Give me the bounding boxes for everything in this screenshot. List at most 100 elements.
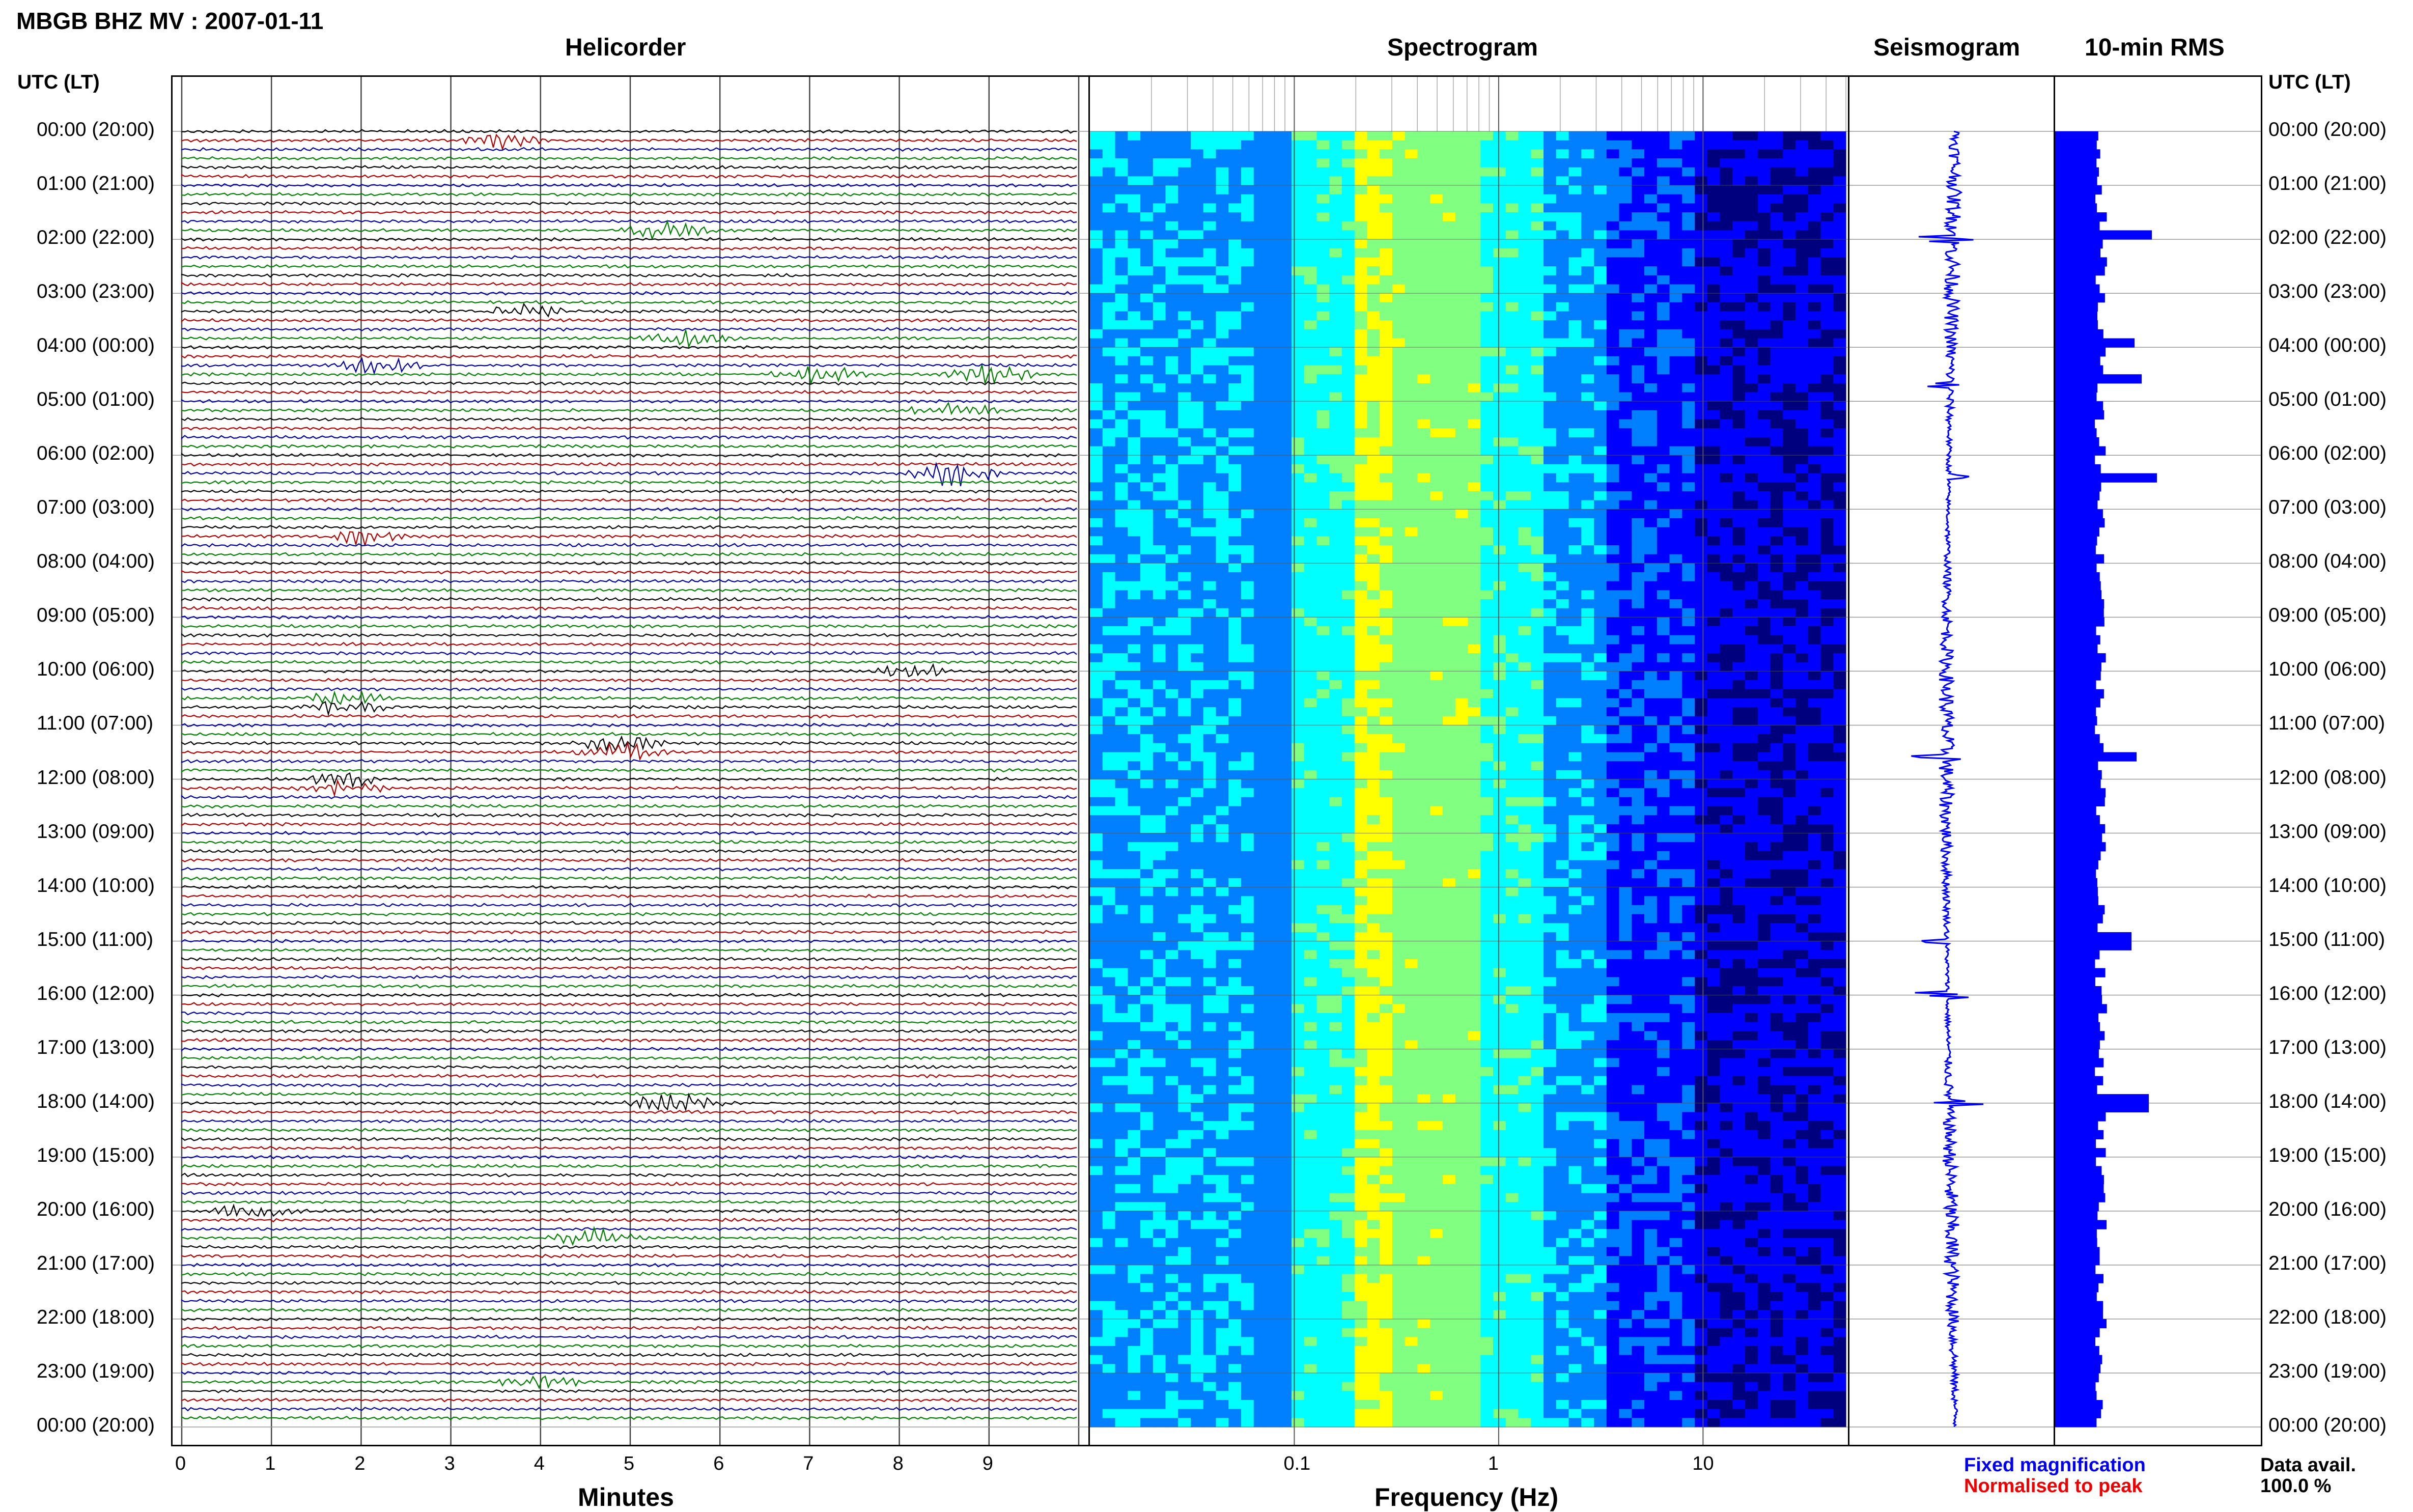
spectrogram-cell	[1480, 356, 1493, 366]
spectrogram-cell	[1279, 1400, 1292, 1409]
spectrogram-cell	[1480, 842, 1493, 851]
spectrogram-cell	[1090, 851, 1103, 860]
spectrogram-cell	[1178, 383, 1191, 393]
spectrogram-cell	[1115, 671, 1128, 680]
spectrogram-cell	[1392, 1382, 1405, 1391]
spectrogram-cell	[1392, 896, 1405, 905]
spectrogram-cell	[1342, 752, 1355, 762]
spectrogram-cell	[1166, 644, 1179, 653]
spectrogram-cell	[1115, 1112, 1128, 1121]
spectrogram-cell	[1329, 635, 1342, 645]
spectrogram-cell	[1241, 1391, 1254, 1400]
spectrogram-cell	[1279, 788, 1292, 797]
spectrogram-cell	[1430, 1211, 1443, 1220]
spectrogram-cell	[1292, 302, 1304, 312]
spectrogram-cell	[1317, 248, 1330, 258]
spectrogram-cell	[1342, 491, 1355, 500]
spectrogram-cell	[1355, 554, 1367, 564]
spectrogram-cell	[1216, 779, 1229, 789]
spectrogram-cell	[1380, 1391, 1392, 1400]
spectrogram-cell	[1430, 446, 1443, 456]
spectrogram-cell	[1342, 995, 1355, 1004]
spectrogram-cell	[1216, 1418, 1229, 1427]
spectrogram-cell	[1317, 1130, 1330, 1139]
spectrogram-cell	[1392, 302, 1405, 312]
spectrogram-cell	[1115, 1040, 1128, 1049]
spectrogram-cell	[1090, 1256, 1103, 1265]
spectrogram-cell	[1329, 716, 1342, 725]
spectrogram-cell	[1241, 455, 1254, 464]
spectrogram-cell	[1115, 1049, 1128, 1058]
spectrogram-cell	[1228, 932, 1241, 941]
spectrogram-cell	[1140, 833, 1153, 843]
spectrogram-cell	[1279, 1382, 1292, 1391]
spectrogram-cell	[1115, 1148, 1128, 1157]
spectrogram-cell	[1468, 320, 1481, 329]
spectrogram-cell	[1480, 878, 1493, 887]
spectrogram-cell	[1342, 428, 1355, 437]
spectrogram-cell	[1216, 248, 1229, 258]
spectrogram-cell	[1153, 581, 1166, 591]
spectrogram-cell	[1178, 626, 1191, 635]
spectrogram-cell	[1329, 1139, 1342, 1148]
spectrogram-cell	[1216, 455, 1229, 464]
spectrogram-cell	[1329, 1283, 1342, 1292]
spectrogram-cell	[1329, 293, 1342, 302]
spectrogram-cell	[1342, 248, 1355, 258]
spectrogram-cell	[1115, 995, 1128, 1004]
spectrogram-cell	[1166, 1310, 1179, 1319]
spectrogram-cell	[1292, 275, 1304, 285]
spectrogram-cell	[1241, 131, 1254, 141]
spectrogram-cell	[1292, 689, 1304, 698]
spectrogram-cell	[1241, 1076, 1254, 1085]
spectrogram-cell	[1317, 419, 1330, 429]
spectrogram-cell	[1480, 1166, 1493, 1175]
spectrogram-cell	[1140, 356, 1153, 366]
spectrogram-cell	[1090, 1013, 1103, 1022]
spectrogram-cell	[1367, 257, 1380, 266]
spectrogram-cell	[1178, 1247, 1191, 1256]
spectrogram-cell	[1267, 1382, 1279, 1391]
spectrogram-cell	[1103, 491, 1115, 500]
spectrogram-cell	[1254, 1175, 1267, 1184]
spectrogram-cell	[1405, 860, 1418, 870]
spectrogram-cell	[1317, 293, 1330, 302]
spectrogram-cell	[1480, 312, 1493, 321]
spectrogram-cell	[1380, 815, 1392, 824]
spectrogram-cell	[1228, 131, 1241, 141]
spectrogram-cell	[1430, 653, 1443, 662]
spectrogram-cell	[1115, 401, 1128, 410]
spectrogram-cell	[1455, 851, 1468, 860]
spectrogram-cell	[1392, 977, 1405, 986]
spectrogram-cell	[1380, 626, 1392, 635]
spectrogram-cell	[1468, 761, 1481, 770]
spectrogram-cell	[1254, 1040, 1267, 1049]
spectrogram-cell	[1329, 590, 1342, 599]
spectrogram-cell	[1128, 482, 1140, 491]
spectrogram-cell	[1418, 158, 1430, 167]
spectrogram-cell	[1103, 743, 1115, 752]
spectrogram-cell	[1103, 1382, 1115, 1391]
spectrogram-cell	[1367, 1319, 1380, 1328]
spectrogram-cell	[1140, 257, 1153, 266]
spectrogram-cell	[1279, 393, 1292, 402]
spectrogram-cell	[1443, 491, 1455, 500]
spectrogram-cell	[1418, 248, 1430, 258]
spectrogram-cell	[1418, 806, 1430, 816]
spectrogram-cell	[1392, 401, 1405, 410]
helicorder-trace	[182, 1281, 1077, 1285]
spectrogram-cell	[1367, 1058, 1380, 1067]
station-title: MBGB BHZ MV : 2007-01-11	[16, 7, 323, 35]
spectrogram-cell	[1468, 1076, 1481, 1085]
spectrogram-cell	[1329, 905, 1342, 914]
spectrogram-cell	[1480, 698, 1493, 707]
spectrogram-cell	[1455, 905, 1468, 914]
spectrogram-cell	[1405, 761, 1418, 770]
spectrogram-cell	[1178, 1175, 1191, 1184]
spectrogram-cell	[1254, 1130, 1267, 1139]
spectrogram-cell	[1140, 536, 1153, 545]
spectrogram-cell	[1090, 257, 1103, 266]
spectrogram-cell	[1443, 1112, 1455, 1121]
spectrogram-cell	[1166, 275, 1179, 285]
spectrogram-cell	[1292, 1085, 1304, 1094]
